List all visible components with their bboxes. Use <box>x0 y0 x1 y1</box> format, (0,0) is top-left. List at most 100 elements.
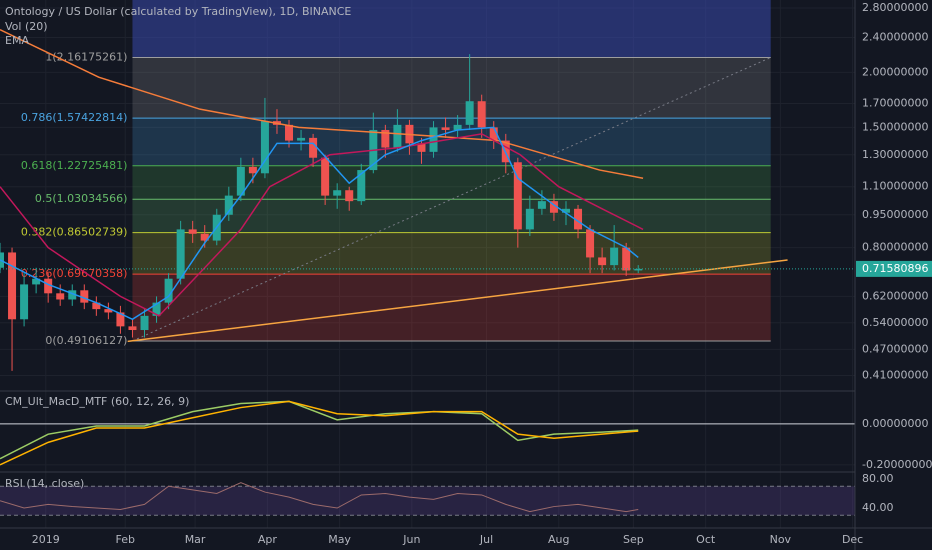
x-tick-label: Feb <box>115 533 134 546</box>
y-tick-label: 0.47000000 <box>862 342 928 355</box>
candle-body <box>224 195 233 215</box>
indicator-label: Vol (20) <box>5 20 48 33</box>
x-tick-label: May <box>328 533 351 546</box>
candle-body <box>309 137 318 158</box>
x-tick-label: Sep <box>623 533 644 546</box>
y-tick-label: 0.54000000 <box>862 316 928 329</box>
y-tick-label: 40.00 <box>862 501 894 514</box>
macd-line <box>0 400 639 466</box>
x-tick-label: 2019 <box>32 533 60 546</box>
rsi-title: RSI (14, close) <box>5 477 84 490</box>
y-tick-label: 0.62000000 <box>862 289 928 302</box>
y-tick-label: 1.50000000 <box>862 120 928 133</box>
candle-body <box>441 127 450 130</box>
x-tick-label: Jun <box>402 533 420 546</box>
candle-body <box>297 137 306 141</box>
candle-body <box>68 290 77 300</box>
candle-body <box>285 124 294 141</box>
plot: 1(2.16175261) 0.786(1.57422814) 0.618(1.22… <box>0 0 855 528</box>
fib-label: 0.786(1.57422814) <box>21 111 128 124</box>
fib-band <box>132 274 771 341</box>
x-tick-label: Apr <box>258 533 278 546</box>
rsi-band <box>0 486 855 516</box>
candle-body <box>549 201 558 213</box>
ema-line <box>0 126 639 321</box>
fib-band <box>132 0 771 58</box>
candle-body <box>610 247 619 266</box>
x-tick-label: Nov <box>770 533 792 546</box>
candle-body <box>260 121 269 174</box>
candle-body <box>634 268 643 271</box>
candle-body <box>465 101 474 125</box>
candle-body <box>20 284 29 320</box>
candle-body <box>128 326 137 331</box>
candle-body <box>104 309 113 313</box>
candle-body <box>598 257 607 266</box>
candle-body <box>152 302 161 316</box>
candle-body <box>80 290 89 303</box>
candle-body <box>574 208 583 230</box>
indicator-label: EMA <box>5 34 29 47</box>
candle-body <box>236 166 245 196</box>
y-tick-label: 1.10000000 <box>862 180 928 193</box>
candle-body <box>357 170 366 202</box>
fib-band <box>132 57 771 119</box>
candle-body <box>321 157 330 196</box>
x-tick-label: Aug <box>548 533 569 546</box>
fib-label: 0.5(1.03034566) <box>35 192 128 205</box>
candle-body <box>140 315 149 331</box>
x-tick-label: Jul <box>479 533 493 546</box>
candle-body <box>561 208 570 213</box>
y-tick-label: -0.20000000 <box>862 458 932 471</box>
candle-body <box>586 229 595 258</box>
x-tick-label: Mar <box>185 533 206 546</box>
fib-label: 0.382(0.86502739) <box>21 226 128 239</box>
candle-body <box>489 127 498 141</box>
fib-band <box>132 165 771 200</box>
y-tick-label: 2.40000000 <box>862 31 928 44</box>
fib-band <box>132 118 771 166</box>
candle-body <box>622 247 631 271</box>
candle-body <box>381 129 390 148</box>
y-tick-label: 0.95000000 <box>862 208 928 221</box>
ema-line <box>0 29 644 179</box>
candle-body <box>417 143 426 152</box>
fib-label: 0.236(0.69670358) <box>21 267 128 280</box>
x-tick-label: Dec <box>842 533 863 546</box>
candle-body <box>513 162 522 230</box>
macd-title: CM_Ult_MacD_MTF (60, 12, 26, 9) <box>5 395 189 408</box>
y-tick-label: 0.00000000 <box>862 417 928 430</box>
candle-body <box>92 302 101 310</box>
candle-body <box>453 124 462 130</box>
candle-body <box>393 124 402 148</box>
fib-band <box>132 199 771 233</box>
y-tick-label: 2.00000000 <box>862 65 928 78</box>
ema-line <box>0 133 644 317</box>
last-price-box <box>856 260 932 277</box>
chart-title: Ontology / US Dollar (calculated by Trad… <box>5 5 351 18</box>
y-tick-label: 2.80000000 <box>862 1 928 14</box>
candle-body <box>164 278 173 303</box>
candle-body <box>333 190 342 196</box>
y-tick-label: 0.80000000 <box>862 241 928 254</box>
candle-body <box>525 208 534 230</box>
candle-body <box>188 229 197 234</box>
fib-band <box>132 232 771 275</box>
candle-body <box>56 293 65 300</box>
x-tick-label: Oct <box>696 533 716 546</box>
y-tick-label: 0.41000000 <box>862 368 928 381</box>
candle-body <box>116 312 125 327</box>
candle-body <box>44 278 53 294</box>
fib-label: 0(0.49106127) <box>45 334 127 347</box>
candle-body <box>537 201 546 209</box>
candle-body <box>32 278 41 285</box>
candle-body <box>345 190 354 202</box>
rsi-line <box>0 482 639 513</box>
y-tick-label: 80.00 <box>862 472 894 485</box>
candle-body <box>429 127 438 152</box>
candle-body <box>0 252 4 268</box>
last-price-label: 0.71580896 <box>862 262 928 275</box>
candle-body <box>8 252 17 320</box>
